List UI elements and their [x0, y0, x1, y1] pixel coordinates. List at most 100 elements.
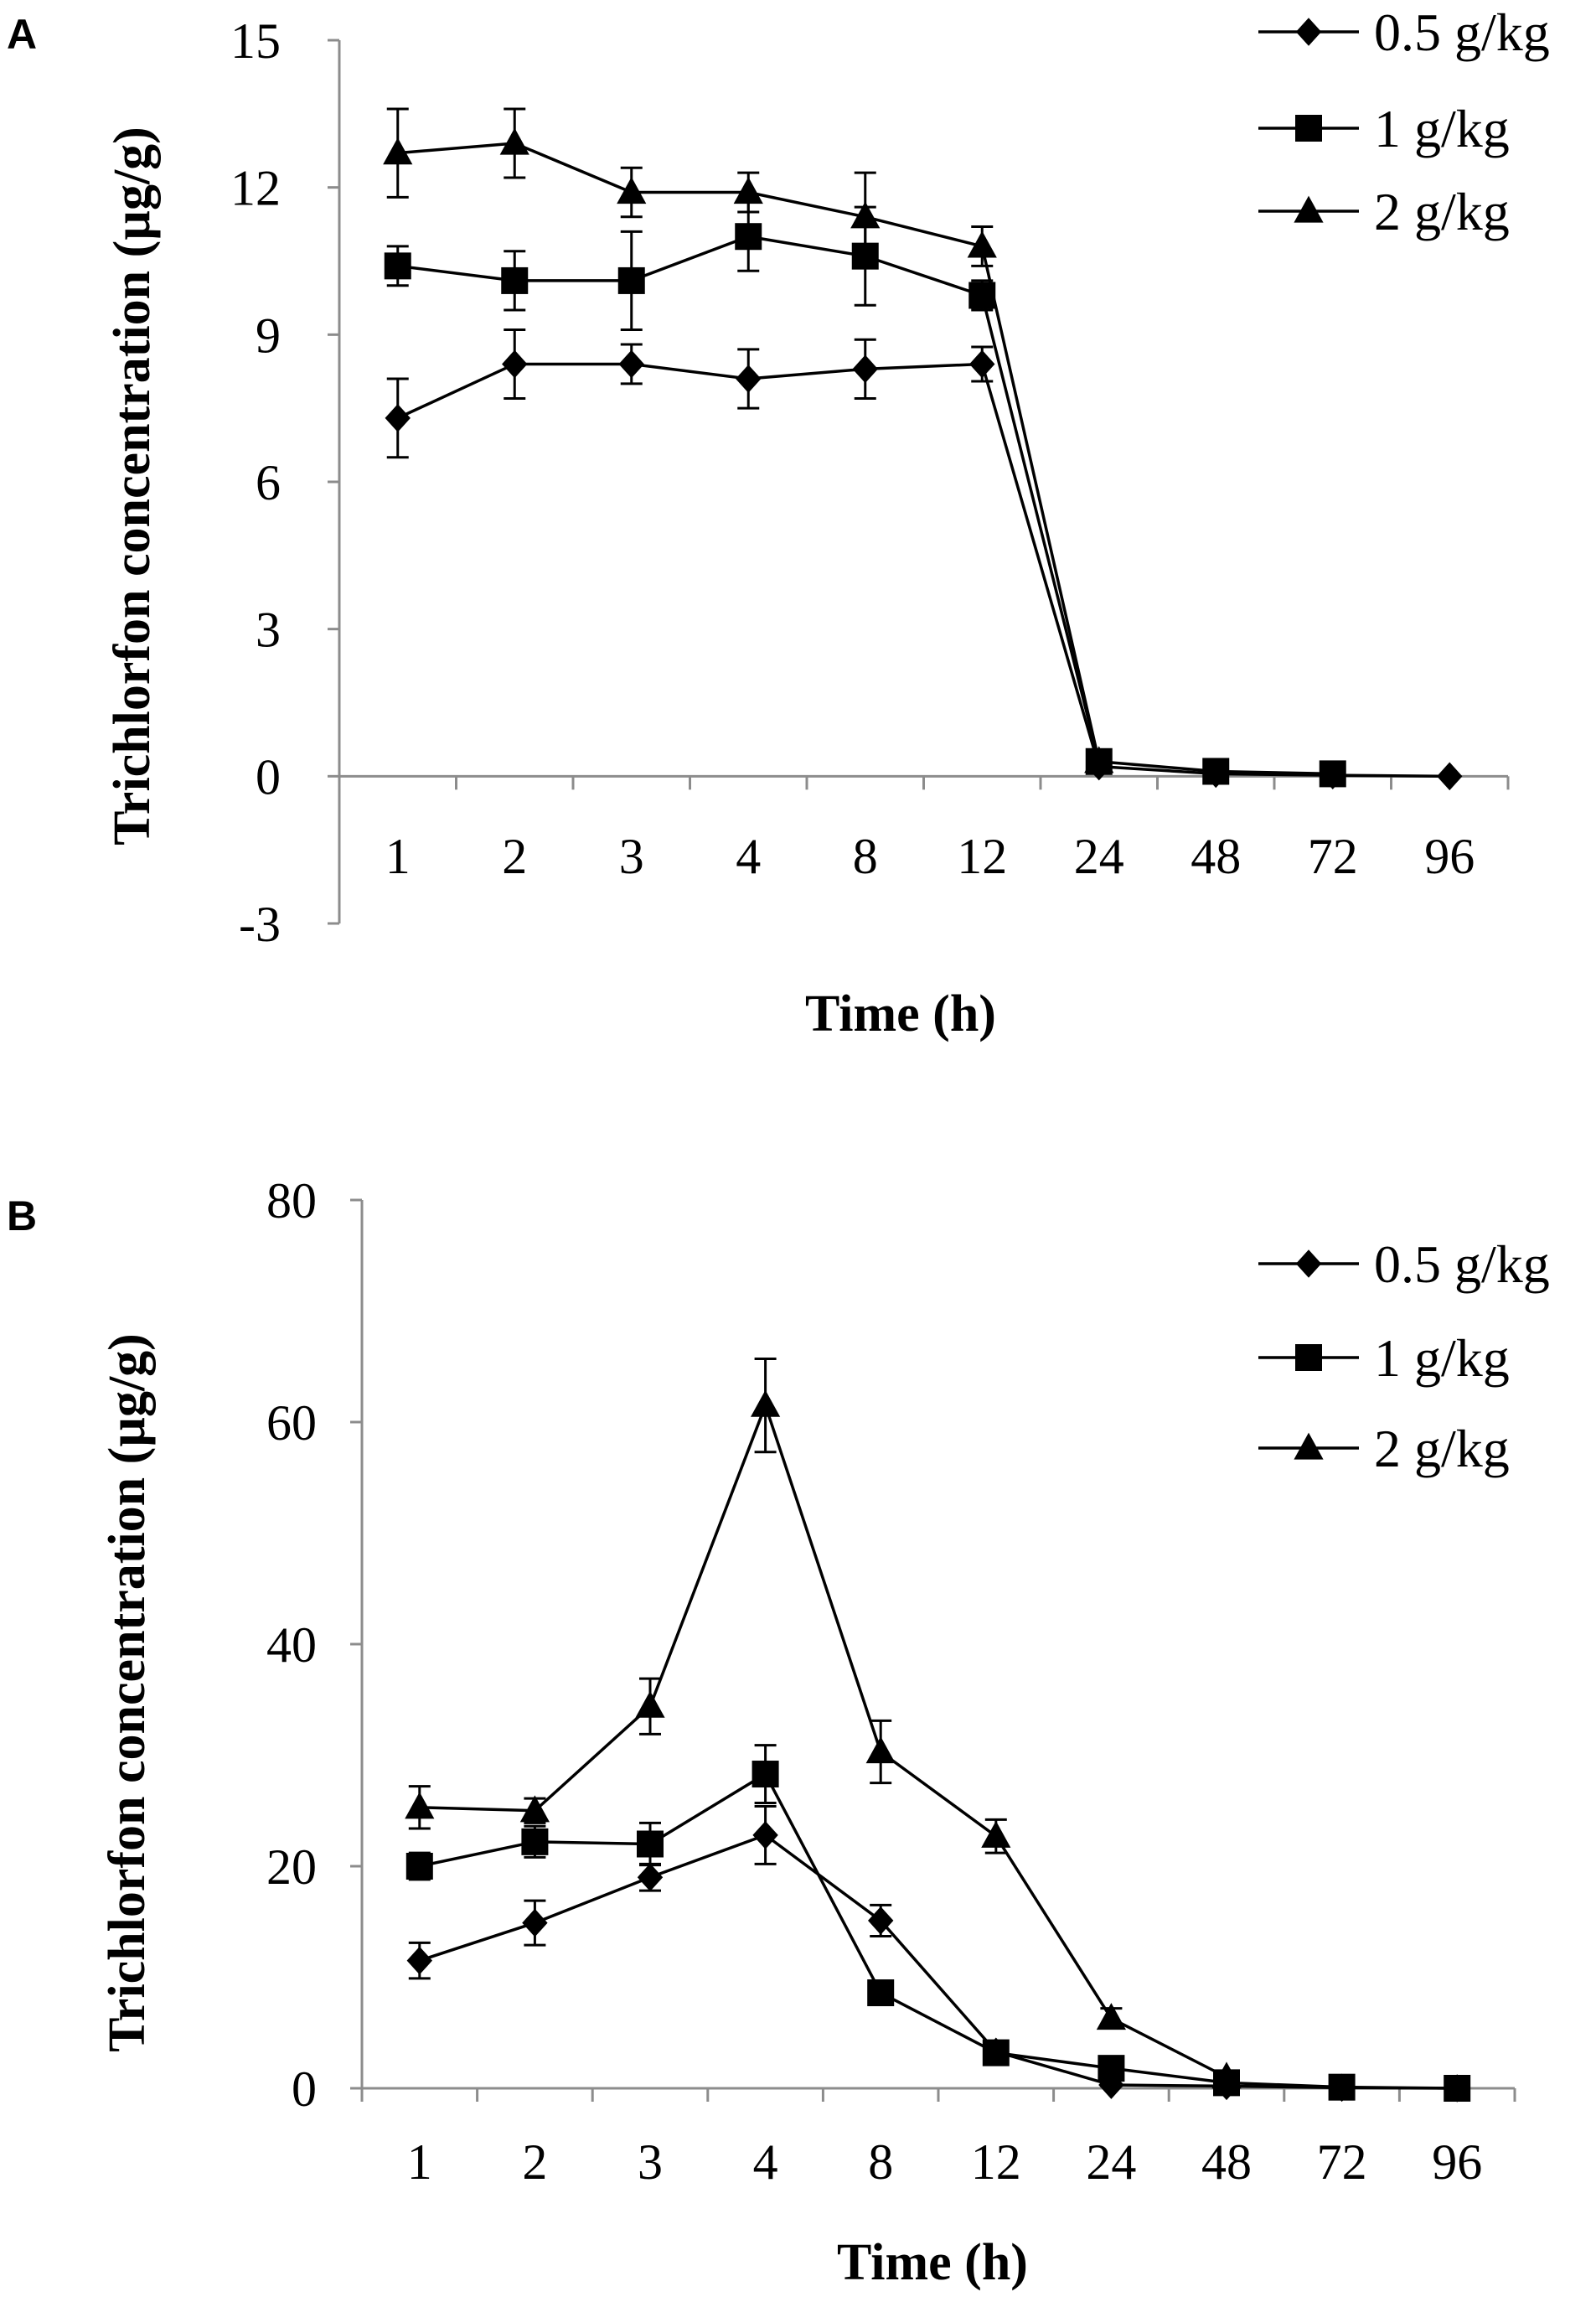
series-diamond — [385, 328, 1463, 791]
x-tick-label: 2 — [522, 2134, 547, 2190]
data-point-diamond — [1437, 762, 1463, 791]
data-point-diamond — [385, 404, 411, 432]
x-tick-label: 3 — [638, 2134, 663, 2190]
data-point-triangle — [635, 1690, 665, 1718]
series-triangle — [383, 107, 1114, 773]
data-point-triangle — [499, 127, 529, 155]
y-tick-label: 40 — [266, 1617, 317, 1673]
x-tick-label: 4 — [736, 829, 761, 884]
x-tick-label: 1 — [407, 2134, 432, 2190]
legend-label: 2 g/kg — [1374, 1419, 1510, 1478]
y-tick-label: 0 — [256, 749, 281, 804]
panel-letter: A — [7, 11, 37, 58]
x-tick-label: 12 — [957, 829, 1007, 884]
x-tick-label: 8 — [868, 2134, 893, 2190]
data-point-diamond — [736, 365, 762, 393]
data-point-diamond — [406, 1946, 432, 1975]
legend-entry: 2 g/kg — [1258, 182, 1510, 241]
series-line — [397, 362, 1450, 778]
data-point-triangle — [850, 201, 881, 229]
data-point-square — [752, 1761, 779, 1788]
x-tick-label: 8 — [853, 829, 878, 884]
x-tick-label: 48 — [1201, 2134, 1252, 2190]
x-tick-label: 2 — [502, 829, 527, 884]
data-point-square — [521, 1828, 549, 1855]
x-axis-title: Time (h) — [805, 985, 996, 1042]
legend-marker-triangle — [1294, 1432, 1324, 1460]
data-point-triangle — [383, 137, 413, 165]
legend-label: 2 g/kg — [1374, 182, 1510, 241]
y-axis-title: Trichlorfon concentration (µg/g) — [99, 1333, 156, 2052]
data-point-diamond — [969, 349, 995, 379]
x-tick-label: 24 — [1074, 829, 1124, 884]
data-point-diamond — [752, 1821, 778, 1849]
y-tick-label: 20 — [266, 1839, 317, 1895]
data-point-triangle — [1211, 2061, 1242, 2089]
data-point-square — [1319, 760, 1346, 788]
data-point-triangle — [967, 230, 997, 258]
data-point-triangle — [405, 1792, 435, 1819]
data-point-square — [617, 266, 645, 294]
legend-entry: 0.5 g/kg — [1258, 3, 1550, 62]
data-point-triangle — [751, 1389, 781, 1417]
series-line — [419, 1772, 1458, 2090]
data-point-square — [405, 1853, 433, 1880]
data-point-diamond — [852, 354, 878, 384]
legend-label: 1 g/kg — [1374, 99, 1510, 158]
data-point-square — [1444, 2075, 1471, 2102]
data-point-square — [637, 1830, 664, 1858]
x-tick-label: 72 — [1308, 829, 1358, 884]
x-tick-label: 24 — [1086, 2134, 1136, 2190]
data-point-triangle — [1096, 2003, 1126, 2030]
legend-marker-square — [1295, 115, 1322, 142]
x-tick-label: 4 — [753, 2134, 778, 2190]
y-tick-label: 80 — [266, 1173, 317, 1229]
data-point-square — [1098, 2055, 1125, 2082]
legend-entry: 0.5 g/kg — [1258, 1234, 1550, 1294]
data-point-square — [384, 252, 411, 280]
data-point-triangle — [519, 1795, 550, 1823]
legend-marker-square — [1295, 1344, 1322, 1371]
x-tick-label: 1 — [385, 829, 411, 884]
data-point-diamond — [618, 349, 644, 379]
x-tick-label: 72 — [1317, 2134, 1367, 2190]
x-axis-title: Time (h) — [837, 2234, 1028, 2291]
legend-marker-diamond — [1295, 1249, 1322, 1278]
data-point-square — [1202, 758, 1230, 785]
series-line — [419, 1834, 1458, 2090]
data-point-diamond — [522, 1908, 548, 1937]
y-tick-label: 60 — [266, 1395, 317, 1451]
x-tick-label: 48 — [1191, 829, 1241, 884]
y-tick-label: 3 — [256, 603, 281, 658]
x-tick-label: 12 — [971, 2134, 1021, 2190]
y-tick-label: 9 — [256, 308, 281, 363]
data-point-diamond — [868, 1906, 894, 1935]
y-tick-label: -3 — [239, 897, 281, 952]
y-axis-title: Trichlorfon concentration (µg/g) — [104, 127, 161, 846]
data-point-square — [982, 2039, 1010, 2066]
x-tick-label: 3 — [619, 829, 644, 884]
data-point-diamond — [637, 1863, 664, 1892]
legend-label: 0.5 g/kg — [1374, 3, 1550, 62]
panel-letter: B — [7, 1192, 37, 1239]
legend-entry: 1 g/kg — [1258, 1328, 1510, 1388]
legend-label: 1 g/kg — [1374, 1328, 1510, 1388]
x-tick-label: 96 — [1424, 829, 1475, 884]
data-point-triangle — [1084, 746, 1114, 773]
data-point-triangle — [865, 1736, 896, 1764]
data-point-triangle — [981, 1820, 1011, 1848]
data-point-triangle — [617, 177, 647, 204]
data-point-diamond — [502, 349, 528, 379]
legend-entry: 1 g/kg — [1258, 99, 1510, 158]
legend-entry: 2 g/kg — [1258, 1419, 1510, 1478]
series-square — [405, 1744, 1471, 2102]
data-point-square — [1328, 2073, 1356, 2101]
data-point-square — [867, 1979, 895, 2007]
legend-marker-diamond — [1295, 18, 1322, 46]
y-tick-label: 0 — [292, 2061, 317, 2117]
y-tick-label: 15 — [230, 13, 281, 69]
